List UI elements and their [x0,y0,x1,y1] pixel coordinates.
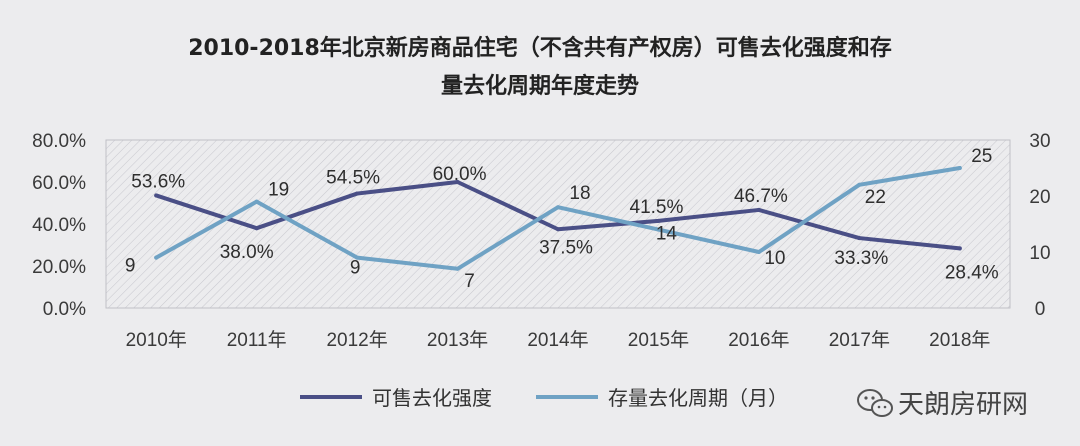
right-tick-label: 10 [1029,243,1050,264]
x-tick-label: 2017年 [829,329,890,351]
series-2-data-label: 22 [865,187,886,208]
series-2-point [254,199,259,204]
left-tick-label: 40.0% [32,215,86,236]
series-2-data-label: 9 [125,256,136,277]
x-tick-label: 2016年 [728,329,789,351]
series-1-point [756,207,761,212]
series-1-point [556,227,560,232]
right-tick-label: 0 [1035,299,1046,320]
series-1-data-label: 41.5% [630,197,684,218]
chart-title-line1: 2010-2018年北京新房商品住宅（不含共有产权房）可售去化强度和存 [188,35,892,61]
chart-title-line2: 量去化周期年度走势 [441,73,639,99]
series-1-point [154,193,159,198]
series-2-point [355,255,360,260]
left-tick-label: 80.0% [32,131,86,152]
left-axis-ticks: 0.0% 20.0% 40.0% 60.0% 80.0% [32,131,86,320]
x-tick-label: 2010年 [126,329,187,351]
left-tick-label: 0.0% [43,299,86,320]
series-1-point [656,218,661,223]
series-2-data-label: 18 [569,183,590,204]
x-tick-label: 2018年 [929,329,990,351]
x-axis-ticks: 2010年 2011年 2012年 2013年 2014年 2015年 2016年 2017年… [126,329,991,351]
series-1-point [857,236,862,241]
series-2-point [756,250,761,254]
series-2-data-label: 19 [268,180,289,201]
right-tick-label: 20 [1029,187,1050,208]
series-2-data-label: 7 [464,271,475,292]
series-1-data-label: 60.0% [433,164,487,185]
series-2-data-label: 25 [971,146,992,167]
series-1-data-label: 28.4% [945,262,999,283]
series-1-data-label: 38.0% [220,242,274,263]
series-1-point [455,180,460,184]
series-1-point [355,191,360,196]
series-2-point [957,166,962,170]
x-tick-label: 2015年 [628,329,689,351]
series-2-point [556,205,560,210]
series-1-point [254,226,259,231]
series-2-point [656,227,661,232]
series-2-data-label: 14 [656,224,678,245]
legend-label-series-1: 可售去化强度 [372,386,492,410]
series-2-point [455,266,460,271]
right-axis-ticks: 0 10 20 30 [1029,131,1050,320]
legend-label-series-2: 存量去化周期（月） [608,386,788,410]
series-2-point [857,182,862,187]
series-1-data-label: 46.7% [734,186,788,207]
wechat-icon [857,389,893,417]
right-tick-label: 30 [1029,131,1050,152]
series-2-point [154,255,159,260]
x-tick-label: 2014年 [527,329,588,351]
legend: 可售去化强度 存量去化周期（月） [300,386,788,410]
series-1-data-label: 37.5% [539,237,593,258]
left-tick-label: 20.0% [32,257,86,278]
series-1-point [957,246,962,251]
x-tick-label: 2012年 [326,329,387,351]
series-1-data-label: 54.5% [326,168,380,189]
series-1-data-label: 53.6% [131,171,185,192]
x-tick-label: 2011年 [227,329,287,351]
series-1-data-label: 33.3% [834,248,888,269]
series-2-data-label: 10 [764,248,785,269]
x-tick-label: 2013年 [427,329,488,351]
watermark: 天朗房研网 [857,389,1028,420]
plot-area [105,139,1011,309]
series-layer [154,166,962,271]
series-2-data-label: 9 [350,258,361,279]
watermark-text: 天朗房研网 [898,390,1028,420]
data-label-layer: 53.6% 38.0% 54.5% 60.0% 37.5% 41.5% 46.7% 33.3%… [125,146,999,292]
left-tick-label: 60.0% [32,173,86,194]
